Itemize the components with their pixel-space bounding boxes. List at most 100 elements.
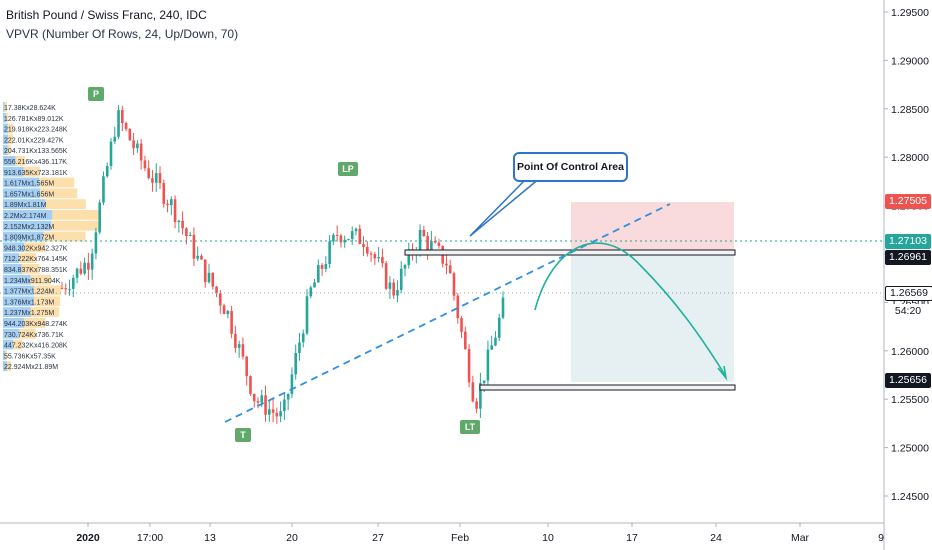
candle-body	[433, 240, 437, 243]
chart-title: British Pound / Swiss Franc, 240, IDC	[6, 8, 207, 22]
vp-down-bar	[18, 253, 37, 263]
candle-body	[79, 268, 83, 274]
vp-up-bar	[3, 350, 5, 361]
candle-body	[460, 318, 463, 332]
x-tick-label: 13	[204, 532, 216, 544]
projection-arrow[interactable]	[534, 242, 726, 376]
vp-row-label: 17.38Kx28.624K	[4, 105, 56, 112]
price-tag-poc: 1.27103	[885, 234, 931, 249]
candle-body	[448, 265, 452, 274]
vp-down-bar	[21, 264, 40, 274]
candle-body	[252, 393, 256, 402]
vp-down-bar	[4, 102, 7, 112]
x-tick-label: 20	[286, 532, 298, 544]
candle-body	[154, 173, 158, 183]
candle-body	[384, 263, 388, 289]
candle-body	[230, 310, 233, 334]
candle-body	[313, 282, 316, 288]
vp-up-bar	[3, 274, 31, 285]
candle-body	[241, 344, 245, 357]
candle-body	[301, 333, 305, 343]
vp-up-bar	[3, 296, 34, 307]
candle-body	[72, 277, 75, 289]
x-tick-label: 17	[626, 532, 638, 544]
candle-body	[362, 244, 365, 248]
vp-up-bar	[3, 264, 22, 274]
candle-body	[98, 202, 101, 233]
callout-label[interactable]: Point Of Control Area	[513, 152, 628, 182]
candle-body	[87, 262, 90, 270]
y-tick-label: 1.24500	[891, 491, 929, 503]
vp-row-label: 219.918Kx223.248K	[4, 127, 68, 134]
price-tag-target: 1.27505	[885, 194, 931, 209]
y-tick-label: 1.28500	[891, 104, 929, 116]
vp-row-label: 1.377Mx1.224M	[4, 289, 54, 296]
candle-body	[426, 236, 429, 250]
vp-row-label: 204.731Kx133.565K	[4, 148, 68, 155]
candle-body	[479, 383, 482, 409]
price-tag-last: 1.26569	[885, 286, 932, 301]
vp-down-bar	[24, 318, 46, 328]
indicator-legend[interactable]: VPVR (Number Of Rows, 24, Up/Down, 70)	[6, 27, 239, 41]
candle-body	[196, 255, 199, 259]
candle-body	[117, 110, 120, 137]
candle-body	[249, 376, 252, 394]
candle-body	[490, 345, 493, 350]
candle-body	[132, 140, 135, 149]
candle-body	[279, 411, 282, 417]
candle-body	[467, 349, 471, 383]
candle-body	[347, 238, 350, 240]
candle-body	[294, 352, 297, 375]
x-tick-label: 10	[542, 532, 554, 544]
vp-up-bar	[3, 112, 6, 123]
candle-body	[286, 394, 290, 400]
candle-body	[305, 296, 309, 334]
candle-body	[260, 395, 264, 403]
vp-down-bar	[33, 296, 61, 307]
vp-up-bar	[3, 188, 41, 199]
price-tag-upper-zone: 1.26961	[885, 250, 931, 265]
vp-up-bar	[3, 361, 8, 371]
stop-zone	[571, 250, 734, 382]
vp-row-label: 2.152Mx2.132M	[4, 224, 54, 231]
vp-down-bar	[51, 220, 99, 231]
candle-body	[317, 264, 320, 283]
candle-body	[162, 183, 166, 204]
x-tick-label: 2020	[76, 532, 100, 544]
vp-down-bar	[7, 145, 11, 155]
x-tick-label: 9	[878, 532, 884, 544]
candle-body	[222, 305, 226, 315]
label-p: P	[88, 87, 104, 101]
x-tick-label: 27	[372, 532, 384, 544]
candle-body	[75, 268, 79, 278]
vp-down-bar	[45, 199, 86, 209]
vp-row-label: 126.781Kx89.012K	[4, 116, 64, 123]
candle-body	[283, 399, 286, 412]
candle-body	[234, 333, 237, 348]
vp-up-bar	[3, 199, 46, 209]
candle-body	[177, 220, 181, 223]
vp-down-bar	[33, 285, 62, 296]
candle-body	[185, 228, 188, 237]
target-zone	[571, 202, 734, 250]
candlestick-series	[60, 105, 505, 424]
time-axis[interactable]: 2020 17:00 13 20 27 Feb 10 17 24 Mar 9	[76, 523, 885, 544]
candle-body	[396, 290, 399, 296]
y-tick-label: 1.28000	[891, 152, 929, 164]
candle-body	[268, 409, 271, 415]
x-tick-label: 17:00	[137, 532, 163, 544]
candle-body	[207, 272, 211, 283]
trendline[interactable]	[224, 203, 671, 423]
vp-row-label: 1.376Mx1.173M	[4, 299, 54, 306]
x-tick-label: Mar	[791, 532, 810, 544]
candle-body	[422, 229, 426, 237]
candle-body	[373, 254, 377, 259]
candle-body	[211, 272, 215, 287]
candle-body	[170, 199, 173, 206]
candle-body	[392, 282, 395, 296]
candle-body	[113, 136, 117, 142]
lower-zone-box[interactable]	[479, 384, 736, 391]
vp-down-bar	[40, 188, 78, 199]
vp-up-bar	[3, 166, 24, 177]
